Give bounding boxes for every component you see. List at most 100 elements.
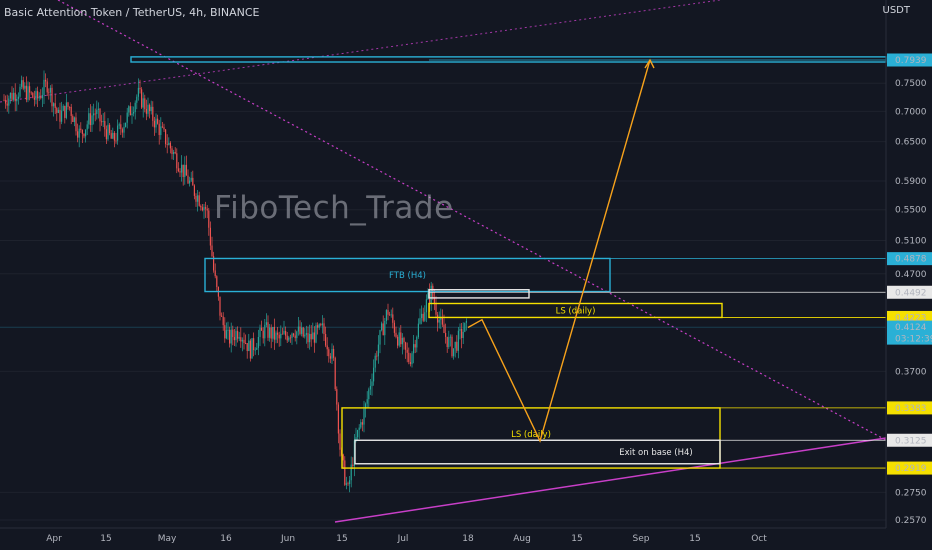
time-tick-label: Aug (513, 534, 531, 544)
candle-body (13, 92, 15, 100)
candle-body (233, 337, 235, 341)
candle-body (200, 205, 202, 208)
candle-body (240, 337, 242, 342)
candle-body (301, 327, 303, 334)
candle-body (414, 344, 416, 348)
price-label-box (887, 433, 932, 447)
zone-box (130, 56, 887, 63)
candle-body (288, 337, 290, 341)
candle-body (94, 113, 96, 115)
candle-body (160, 126, 162, 136)
candle-body (445, 332, 447, 337)
candle-body (171, 148, 173, 155)
candle-body (304, 334, 306, 337)
candle-body (465, 320, 467, 323)
candle-body (59, 109, 61, 122)
candle-body (137, 87, 139, 97)
candle-body (209, 227, 211, 246)
time-tick-label: 15 (100, 534, 111, 544)
candle-body (190, 177, 192, 181)
candle-body (305, 333, 307, 335)
candle-body (345, 483, 347, 485)
candle-body (456, 341, 458, 351)
candle-body (281, 333, 283, 335)
candle-body (328, 349, 330, 357)
candle-body (313, 332, 315, 343)
candle-body (192, 177, 194, 186)
candle-body (53, 103, 55, 107)
candle-body (323, 323, 325, 335)
candle-body (448, 337, 450, 347)
price-tick-label: 0.3700 (895, 367, 927, 377)
upper-trendline (0, 0, 721, 103)
candle-body (296, 331, 298, 339)
candle-body (416, 337, 418, 348)
candle-body (235, 330, 237, 341)
price-tick-label: 0.5900 (895, 177, 927, 187)
candle-body (29, 86, 31, 93)
candle-body (254, 349, 256, 351)
candle-body (43, 79, 45, 96)
candle-body (185, 164, 187, 176)
candle-body (246, 343, 248, 352)
zones: FTB (H4) LS (daily) LS (daily) Exit on base… (130, 56, 887, 469)
candle-body (349, 480, 351, 485)
candle-body (91, 115, 93, 126)
candle-body (457, 330, 459, 351)
candle-body (269, 327, 271, 338)
candle-body (417, 323, 419, 338)
candle-body (152, 106, 154, 121)
candle-body (461, 328, 463, 339)
candle-body (459, 328, 461, 331)
candle-body (403, 337, 405, 343)
candle-body (381, 323, 383, 331)
candle-body (128, 106, 130, 113)
candle-body (317, 325, 319, 328)
candle-body (203, 207, 205, 211)
candle-body (449, 336, 451, 338)
price-tick-label: 0.5500 (895, 206, 927, 216)
candle-body (293, 333, 295, 336)
candle-body (80, 128, 82, 131)
arrow-head (644, 58, 655, 69)
candle-body (112, 132, 114, 139)
candle-body (195, 195, 197, 202)
candle-body (275, 332, 277, 340)
candle-body (376, 355, 378, 357)
candle-body (198, 195, 200, 206)
candle-body (179, 171, 181, 173)
candle-body (216, 276, 218, 288)
candle-body (422, 313, 424, 321)
candle-body (51, 87, 53, 107)
candle-body (373, 367, 375, 382)
candle-body (398, 332, 400, 346)
candle-body (315, 325, 317, 343)
candle-body (229, 329, 231, 344)
candle-body (197, 195, 199, 202)
candle-body (390, 314, 392, 316)
zone-label: LS (daily) (511, 430, 551, 440)
candle-body (221, 315, 223, 317)
candle-body (24, 85, 26, 89)
watermark: FiboTech_Trade (214, 190, 454, 226)
candle-body (385, 310, 387, 321)
candle-body (150, 106, 152, 112)
projection-path (467, 58, 655, 443)
zone-box (204, 257, 611, 293)
candle-body (289, 337, 291, 339)
time-tick-label: Apr (46, 534, 62, 544)
zone-box (428, 289, 530, 299)
time-tick-label: Oct (751, 534, 767, 544)
candle-body (30, 92, 32, 94)
candle-body (427, 292, 429, 300)
candle-body (406, 349, 408, 353)
candle-body (451, 336, 453, 357)
candle-body (273, 326, 275, 340)
candle-body (81, 130, 83, 134)
candle-body (230, 329, 232, 344)
candle-body (214, 270, 216, 277)
candle-body (419, 318, 421, 324)
price-label: 0.4492 (895, 288, 927, 298)
candle-body (321, 323, 323, 326)
